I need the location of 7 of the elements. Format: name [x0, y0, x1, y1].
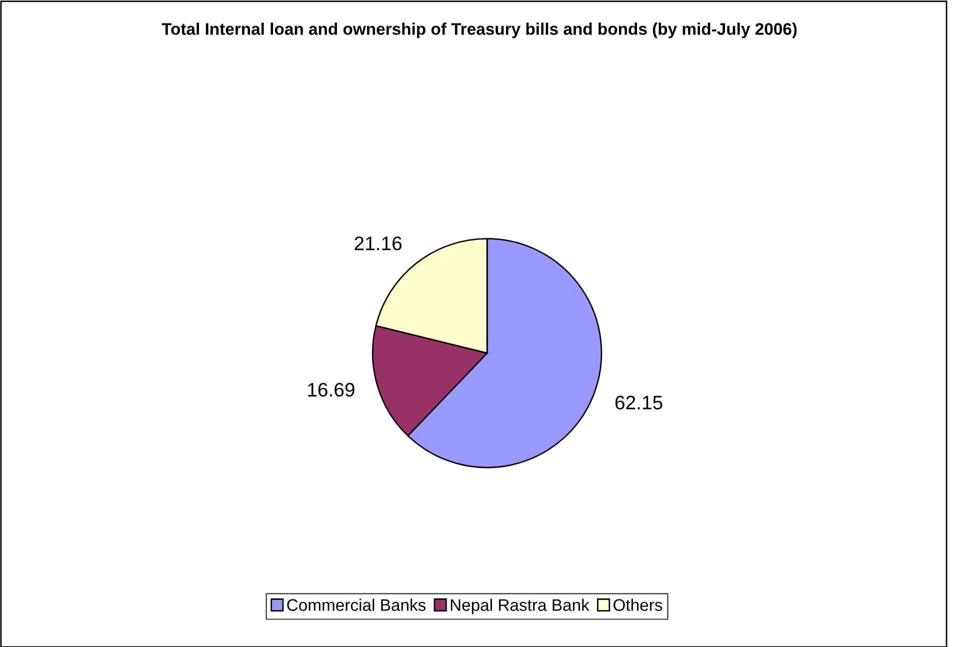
legend-label: Others [614, 598, 662, 611]
data-label: 21.16 [354, 236, 402, 250]
data-label: 16.69 [308, 382, 354, 397]
legend-label: Nepal Rastra Bank [450, 598, 590, 614]
legend-label: Commercial Banks [287, 598, 426, 611]
chart-title: Total Internal loan and ownership of Treasury bills and bonds (by mid-July 2006) [162, 22, 797, 38]
data-label: 62.15 [615, 396, 662, 410]
